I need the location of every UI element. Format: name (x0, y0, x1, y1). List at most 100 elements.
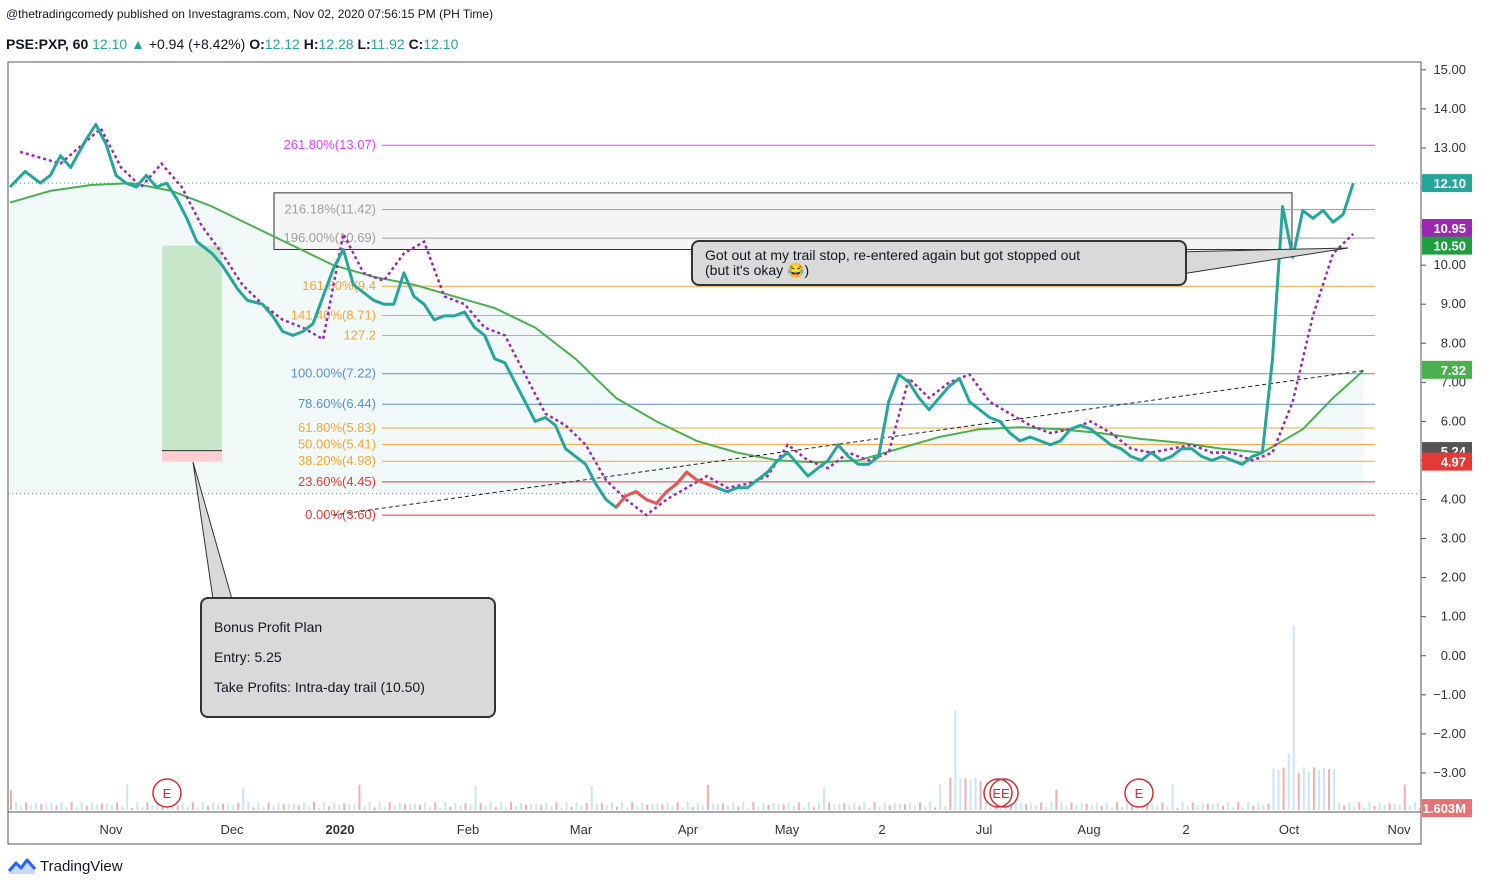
volume-bar (30, 805, 33, 810)
earnings-circle (989, 778, 1019, 808)
volume-bar (676, 802, 679, 810)
tradingview-brand[interactable]: TradingView (8, 857, 123, 875)
volume-bar (929, 802, 932, 810)
volume-bar (656, 803, 659, 810)
volume-bar (1146, 803, 1149, 810)
volume-bar (742, 802, 745, 810)
earnings-marker[interactable]: E (1124, 778, 1154, 808)
volume-bar (176, 805, 179, 810)
volume-bar (757, 806, 760, 810)
volume-bar (580, 805, 583, 810)
volume-bar (494, 807, 497, 810)
volume-bar (747, 807, 750, 810)
volume-bar (1095, 802, 1098, 810)
volume-bar (348, 803, 351, 810)
y-tick-label: 10.00 (1433, 257, 1466, 272)
volume-bar (343, 803, 346, 810)
volume-bar (1045, 806, 1048, 810)
volume-bar (610, 802, 613, 810)
price-badge-label: 7.32 (1441, 363, 1466, 378)
volume-bar (1267, 803, 1270, 810)
x-tick-label: Mar (570, 822, 593, 837)
symbol-label[interactable]: PSE:PXP, 60 (6, 36, 89, 52)
volume-bar (378, 802, 381, 810)
earnings-marker[interactable]: E (152, 778, 182, 808)
volume-bar (1216, 802, 1219, 810)
volume-bar (807, 802, 810, 810)
volume-bar (868, 807, 871, 810)
earnings-marker[interactable]: EE (983, 778, 1019, 808)
fib-level-label: 78.60%(6.44) (298, 396, 376, 411)
volume-bar (55, 805, 58, 810)
volume-bar (949, 777, 952, 810)
volume-bar (1115, 802, 1118, 810)
volume-bar (595, 804, 598, 810)
volume-bar (1227, 802, 1230, 810)
volume-bar (646, 804, 649, 810)
volume-bar (186, 806, 189, 810)
volume-bar (1307, 771, 1310, 810)
volume-bar (818, 802, 820, 810)
volume-bar (666, 802, 669, 810)
trailing-stop-line[interactable] (19, 126, 1355, 517)
fib-level-label: 50.00%(5.41) (298, 436, 376, 451)
volume-bar (20, 806, 23, 810)
profit-zone[interactable] (162, 245, 222, 451)
loss-zone[interactable] (162, 450, 222, 462)
volume-bar (520, 802, 523, 810)
volume-bar (247, 802, 250, 810)
volume-bar (1009, 805, 1012, 810)
volume-bar (641, 802, 644, 810)
volume-bar (1060, 802, 1063, 810)
volume-bar (393, 805, 396, 810)
volume-bar (277, 802, 280, 810)
volume-bar (1247, 802, 1250, 810)
volume-bar (999, 806, 1002, 810)
price-badge[interactable] (1422, 452, 1472, 471)
volume-bar (1383, 804, 1386, 810)
price-badge[interactable] (1422, 174, 1472, 193)
x-tick-label: Jul (976, 822, 993, 837)
volume-bar (85, 805, 88, 810)
price-badge[interactable] (1422, 799, 1472, 818)
volume-bar (858, 806, 861, 810)
volume-bar (1020, 804, 1022, 810)
close-label: C: (408, 36, 424, 52)
x-tick-label: Aug (1077, 822, 1100, 837)
volume-bar (631, 802, 634, 810)
volume-bar (45, 804, 48, 810)
volume-bar (287, 803, 290, 810)
volume-bar (1232, 807, 1235, 810)
volume-bar (605, 805, 608, 810)
volume-bar (449, 806, 452, 810)
last-price: 12.10 (92, 36, 128, 52)
price-badge[interactable] (1422, 219, 1472, 238)
volume-bar (499, 802, 502, 810)
trendline[interactable] (333, 370, 1364, 516)
volume-bar (1196, 805, 1199, 810)
high-value: 12.28 (318, 36, 354, 52)
trail-stop-callout: Got out at my trail stop, re-entered aga… (691, 240, 1187, 286)
low-segment-line[interactable] (614, 470, 718, 509)
volume-bar (1393, 803, 1396, 810)
volume-bar (787, 802, 790, 810)
volume-bar (1338, 802, 1341, 810)
y-tick-label: 1.00 (1441, 609, 1466, 624)
high-label: H: (303, 36, 319, 52)
volume-bar (671, 805, 674, 810)
volume-bar (535, 803, 538, 810)
moving-average-line[interactable] (9, 182, 1365, 464)
volume-bar (509, 802, 512, 810)
y-tick-label: −2.00 (1433, 726, 1466, 741)
volume-bar (237, 802, 240, 810)
volume-bar (893, 803, 896, 810)
volume-bar (701, 805, 704, 810)
price-badge[interactable] (1422, 236, 1472, 255)
earnings-label: EE (992, 786, 1010, 801)
volume-bar (75, 807, 78, 810)
volume-bar (1257, 802, 1260, 810)
price-badge[interactable] (1422, 360, 1472, 379)
low-value: 11.92 (370, 36, 405, 52)
volume-bar (515, 805, 517, 810)
